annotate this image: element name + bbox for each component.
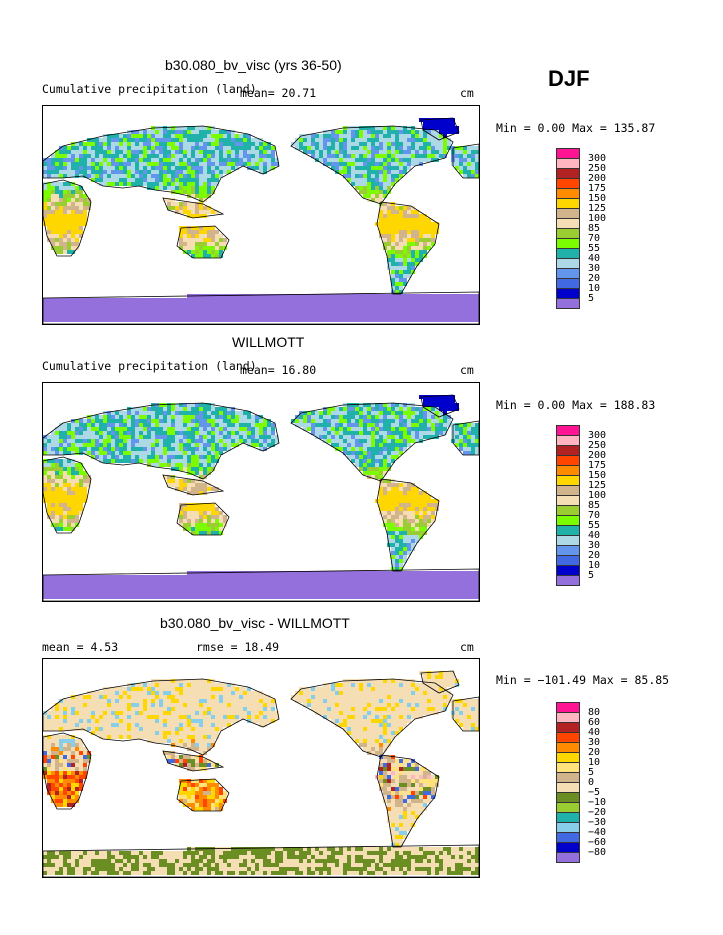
coastline-europeW xyxy=(452,420,479,456)
coastline-australia xyxy=(176,225,230,259)
coastline-namerica xyxy=(290,402,454,482)
coastline-greenland xyxy=(420,394,460,418)
colorbar-label: 250 xyxy=(588,440,607,451)
colorbar-label: 60 xyxy=(588,717,601,728)
colorbar-label: 100 xyxy=(588,490,607,501)
panel1-title: b30.080_bv_visc (yrs 36-50) xyxy=(165,57,342,73)
colorbar-label: 175 xyxy=(588,460,607,471)
coastline-antarct xyxy=(43,568,479,601)
panel3-title: b30.080_bv_visc - WILLMOTT xyxy=(160,615,350,631)
panel3-map xyxy=(42,658,480,878)
colorbar-swatch xyxy=(556,575,580,586)
coastline-namerica xyxy=(290,125,454,205)
colorbar-label: 40 xyxy=(588,530,601,541)
panel2-map xyxy=(42,382,480,602)
colorbar-label: −30 xyxy=(588,817,607,828)
colorbar-label: 70 xyxy=(588,510,601,521)
coastline-namerica xyxy=(290,678,454,758)
colorbar-label: 85 xyxy=(588,500,601,511)
colorbar-label: 30 xyxy=(588,737,601,748)
colorbar-label: 20 xyxy=(588,747,601,758)
panel2-minmax: Min = 0.00 Max = 188.83 xyxy=(496,398,656,412)
panel1-minmax: Min = 0.00 Max = 135.87 xyxy=(496,121,656,135)
coastline-antarct xyxy=(43,844,479,877)
colorbar-label: −20 xyxy=(588,807,607,818)
colorbar-label: −80 xyxy=(588,847,607,858)
panel2-mean: mean= 16.80 xyxy=(240,363,317,377)
coastline-greenland xyxy=(420,670,460,694)
panel1-mean: mean= 20.71 xyxy=(240,86,317,100)
colorbar-label: 10 xyxy=(588,283,601,294)
coastline-antarct xyxy=(43,291,479,324)
colorbar-label: −5 xyxy=(588,787,601,798)
colorbar-label: −10 xyxy=(588,797,607,808)
colorbar-swatch xyxy=(556,298,580,309)
colorbar-label: 40 xyxy=(588,253,601,264)
colorbar-label: −60 xyxy=(588,837,607,848)
colorbar-label: 20 xyxy=(588,550,601,561)
coastline-africa xyxy=(43,456,92,534)
panel3-rmse: rmse = 18.49 xyxy=(196,640,280,654)
colorbar-label: 150 xyxy=(588,470,607,481)
colorbar-label: 125 xyxy=(588,203,607,214)
coastline-australia xyxy=(176,778,230,812)
colorbar-label: 40 xyxy=(588,727,601,738)
colorbar-label: 20 xyxy=(588,273,601,284)
colorbar-label: 70 xyxy=(588,233,601,244)
panel1-subtitle: Cumulative precipitation (land) xyxy=(42,82,257,96)
coastline-europeW xyxy=(452,696,479,732)
colorbar-swatch xyxy=(556,852,580,863)
colorbar-label: 80 xyxy=(588,707,601,718)
colorbar-label: 200 xyxy=(588,450,607,461)
colorbar-label: 200 xyxy=(588,173,607,184)
coastline-greenland xyxy=(420,117,460,141)
colorbar-label: 125 xyxy=(588,480,607,491)
colorbar-label: 5 xyxy=(588,570,595,581)
season-label: DJF xyxy=(548,66,590,91)
coastline-samerica xyxy=(376,478,440,572)
colorbar-label: 55 xyxy=(588,243,601,254)
colorbar-label: −40 xyxy=(588,827,607,838)
colorbar-label: 250 xyxy=(588,163,607,174)
panel2-title: WILLMOTT xyxy=(232,334,305,350)
colorbar-label: 5 xyxy=(588,767,595,778)
colorbar-label: 30 xyxy=(588,540,601,551)
colorbar-label: 10 xyxy=(588,757,601,768)
coastline-eurasia xyxy=(43,125,280,203)
coastline-sea xyxy=(162,197,225,219)
coastline-africa xyxy=(43,179,92,257)
colorbar-label: 300 xyxy=(588,153,607,164)
coastline-sea xyxy=(162,750,225,772)
coastline-europeW xyxy=(452,143,479,179)
panel3-mean: mean = 4.53 xyxy=(42,640,119,654)
colorbar-label: 0 xyxy=(588,777,595,788)
colorbar-label: 100 xyxy=(588,213,607,224)
colorbar-label: 55 xyxy=(588,520,601,531)
coastline-eurasia xyxy=(43,402,280,480)
coastline-samerica xyxy=(376,201,440,295)
panel1-units: cm xyxy=(460,86,474,100)
colorbar-label: 300 xyxy=(588,430,607,441)
colorbar-label: 30 xyxy=(588,263,601,274)
coastline-eurasia xyxy=(43,678,280,756)
colorbar-label: 85 xyxy=(588,223,601,234)
panel2-subtitle: Cumulative precipitation (land) xyxy=(42,359,257,373)
panel3-units: cm xyxy=(460,640,474,654)
coastline-australia xyxy=(176,502,230,536)
colorbar-label: 175 xyxy=(588,183,607,194)
coastline-africa xyxy=(43,732,92,810)
coastline-sea xyxy=(162,474,225,496)
coastline-samerica xyxy=(376,754,440,848)
colorbar-label: 5 xyxy=(588,293,595,304)
panel3-minmax: Min = −101.49 Max = 85.85 xyxy=(496,673,670,687)
colorbar-label: 10 xyxy=(588,560,601,571)
panel2-units: cm xyxy=(460,363,474,377)
colorbar-label: 150 xyxy=(588,193,607,204)
panel1-map xyxy=(42,105,480,325)
